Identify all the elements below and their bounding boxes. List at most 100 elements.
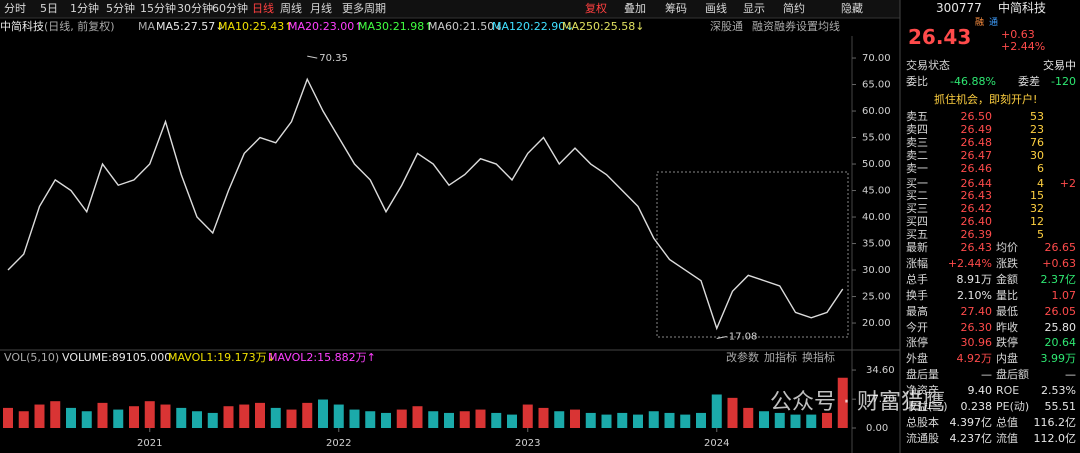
stat-label: 换手 [906, 288, 928, 302]
tool-button[interactable]: 简约 [783, 2, 805, 15]
volume-bar [192, 411, 202, 428]
stat-label: 跌停 [996, 336, 1018, 350]
volume-bar [759, 411, 769, 428]
volume-bar [318, 399, 328, 428]
period-tab[interactable]: 30分钟 [177, 2, 213, 15]
book-label: 买五 [906, 228, 928, 242]
stat-value: 20.64 [1044, 336, 1077, 350]
period-tab[interactable]: 60分钟 [212, 2, 248, 15]
annotation-leader [307, 55, 318, 59]
legend-link[interactable]: 融资融券 [752, 20, 796, 33]
stat-label: ROE [996, 384, 1020, 398]
volume-bar [255, 402, 265, 428]
x-tick-label: 2021 [137, 438, 162, 449]
stat-value: +0.63 [1042, 256, 1076, 270]
ma-value: MA120:22.90↓ [492, 20, 575, 33]
volume-link[interactable]: 加指标 [764, 351, 797, 364]
stat-label: 最低 [996, 304, 1018, 318]
stat-value: 25.80 [1044, 320, 1077, 334]
tool-button[interactable]: 隐藏 [841, 2, 863, 15]
book-volume: 15 [1030, 189, 1044, 203]
volume-bar [680, 414, 691, 428]
tool-button[interactable]: 叠加 [624, 2, 646, 15]
volume-bar [648, 411, 659, 428]
x-tick-label: 2022 [326, 438, 351, 449]
y-tick-label: 20.00 [862, 318, 891, 329]
ma-value: MA30:21.98↑ [358, 20, 434, 33]
period-tab[interactable]: 15分钟 [140, 2, 176, 15]
period-tab[interactable]: 1分钟 [70, 2, 99, 15]
volume-bar [113, 409, 124, 428]
y-tick-label: 50.00 [862, 159, 891, 170]
volume-link[interactable]: 改参数 [726, 351, 759, 364]
y-tick-label: 70.00 [862, 53, 891, 64]
y-tick-label: 25.00 [862, 292, 891, 303]
promo-banner[interactable]: 抓住机会，即刻开户! [934, 93, 1038, 106]
volume-bar [601, 414, 612, 428]
stat-value: 9.40 [967, 384, 993, 398]
y-tick-label: 40.00 [862, 212, 891, 223]
annotation-leader [716, 336, 727, 340]
book-price: 26.50 [960, 110, 993, 123]
legend-link[interactable]: 深股通 [710, 20, 743, 33]
stat-label: 今开 [906, 320, 928, 334]
tool-button[interactable]: 复权 [585, 2, 607, 15]
period-tab[interactable]: 更多周期 [342, 2, 386, 15]
period-tab[interactable]: 月线 [310, 2, 332, 15]
volume-bar [160, 404, 171, 428]
volume-link[interactable]: 换指标 [802, 351, 835, 364]
period-tab[interactable]: 5日 [40, 2, 58, 15]
book-volume: 6 [1037, 161, 1044, 175]
volume-bar [837, 377, 848, 428]
stat-value: 26.65 [1044, 241, 1077, 254]
period-tab[interactable]: 5分钟 [106, 2, 135, 15]
book-volume: 32 [1030, 202, 1044, 216]
legend-link[interactable]: 设置均线 [796, 20, 840, 33]
y-tick-label: 60.00 [862, 106, 891, 117]
book-label: 买一 [906, 176, 928, 190]
stat-value: 27.40 [960, 304, 993, 318]
toolbar-bg [0, 0, 900, 18]
stat-value: 2.53% [1041, 384, 1076, 398]
volume-bar [129, 406, 139, 428]
stat-label: 昨收 [996, 320, 1018, 334]
stat-value: 4.92万 [956, 352, 993, 366]
book-volume: 4 [1037, 176, 1044, 190]
stat-value: 4.237亿 [949, 431, 993, 445]
annotation-low: 17.08 [729, 332, 758, 343]
y-tick-label: 30.00 [862, 265, 891, 276]
stat-value: — [1065, 368, 1076, 382]
volume-bar [491, 412, 502, 428]
field-label: 交易状态 [906, 59, 950, 72]
book-label: 卖一 [906, 161, 928, 175]
book-change: +2 [1059, 176, 1076, 190]
x-tick-label: 2024 [704, 438, 729, 449]
last-price: 26.43 [908, 25, 972, 49]
volume-bar [664, 412, 675, 428]
book-price: 26.47 [960, 148, 993, 162]
book-label: 买二 [906, 189, 928, 203]
volume-bar [3, 407, 13, 428]
volume-bar [774, 412, 785, 428]
ma-label: MA [138, 20, 156, 33]
book-label: 卖二 [906, 148, 928, 162]
status: 交易中 [1043, 59, 1076, 72]
tool-button[interactable]: 筹码 [665, 2, 687, 15]
tool-button[interactable]: 画线 [705, 2, 727, 15]
volume-bar [585, 412, 596, 428]
stat-label: 收益(三) [906, 400, 948, 413]
volume-bar [50, 401, 61, 428]
period-tab[interactable]: 分时 [4, 2, 26, 15]
volume-bar [475, 409, 486, 428]
stat-value: 30.96 [960, 336, 993, 350]
tool-button[interactable]: 显示 [743, 2, 765, 15]
volume-bar [97, 402, 108, 428]
stat-label: 总股本 [906, 415, 939, 429]
period-tab[interactable]: 日线 [252, 2, 274, 15]
price-change: +0.63 [1001, 28, 1035, 41]
stat-label: 外盘 [906, 352, 928, 366]
book-volume: 12 [1030, 215, 1044, 229]
volume-bar [790, 414, 801, 428]
stat-value: 55.51 [1044, 400, 1077, 413]
period-tab[interactable]: 周线 [280, 2, 302, 15]
